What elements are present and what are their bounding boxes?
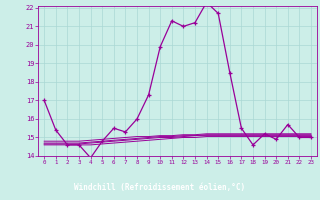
Text: Windchill (Refroidissement éolien,°C): Windchill (Refroidissement éolien,°C) — [75, 183, 245, 192]
